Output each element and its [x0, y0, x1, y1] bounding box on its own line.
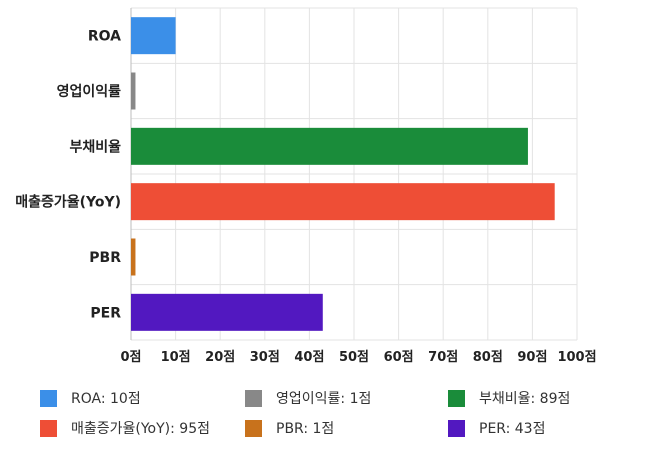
x-tick-label-30: 30점	[250, 350, 280, 365]
x-tick-label-50: 50점	[339, 350, 369, 365]
legend-swatch-sales-growth	[40, 419, 57, 437]
x-tick-label-0: 0점	[120, 350, 141, 365]
category-label-1: 영업이익률	[57, 83, 122, 100]
bar-0-roa[interactable]	[131, 17, 176, 55]
legend-label-sales-growth: 매출증가율(YoY): 95점	[71, 421, 210, 437]
category-label-2: 부채비율	[69, 138, 121, 155]
legend-item-per[interactable]: PER: 43점	[448, 418, 545, 438]
legend-item-sales-growth[interactable]: 매출증가율(YoY): 95점	[40, 418, 210, 438]
x-tick-label-100: 100점	[557, 350, 596, 365]
legend-item-pbr[interactable]: PBR: 1점	[245, 418, 334, 438]
x-tick-label-20: 20점	[205, 350, 235, 365]
x-tick-label-80: 80점	[473, 350, 503, 365]
legend-swatch-operating-margin	[245, 389, 262, 407]
bar-2-cat[interactable]	[131, 127, 528, 165]
legend-label-per: PER: 43점	[479, 421, 546, 437]
legend-swatch-pbr	[245, 419, 262, 437]
legend-item-operating-margin[interactable]: 영업이익률: 1점	[245, 388, 371, 408]
x-tick-label-10: 10점	[161, 350, 191, 365]
legend-label-pbr: PBR: 1점	[276, 421, 335, 437]
bar-4-pbr[interactable]	[131, 238, 136, 276]
legend-label-debt-ratio: 부채비율: 89점	[479, 391, 571, 407]
legend-swatch-per	[448, 419, 465, 437]
category-label-5: PER	[90, 305, 121, 321]
bar-1-cat[interactable]	[131, 72, 136, 110]
x-tick-label-90: 90점	[517, 350, 547, 365]
x-tick-label-40: 40점	[294, 350, 324, 365]
legend-label-operating-margin: 영업이익률: 1점	[276, 391, 372, 407]
legend-swatch-roa	[40, 389, 57, 407]
legend-label-roa: ROA: 10점	[71, 391, 141, 407]
bar-3-yoy[interactable]	[131, 183, 555, 221]
legend-swatch-debt-ratio	[448, 389, 465, 407]
legend-item-roa[interactable]: ROA: 10점	[40, 388, 141, 408]
category-label-4: PBR	[89, 250, 121, 266]
x-tick-label-60: 60점	[384, 350, 414, 365]
bar-5-per[interactable]	[131, 293, 323, 331]
x-tick-labels: 0점 10점 20점 30점 40점 50점 60점 70점 80점 90점 100점	[120, 350, 596, 365]
x-tick-label-70: 70점	[428, 350, 458, 365]
bars	[131, 17, 555, 331]
legend-item-debt-ratio[interactable]: 부채비율: 89점	[448, 388, 570, 408]
category-label-0: ROA	[88, 29, 121, 45]
grid-lines	[130, 7, 578, 341]
category-label-3: 매출증가율(YoY)	[15, 194, 121, 211]
